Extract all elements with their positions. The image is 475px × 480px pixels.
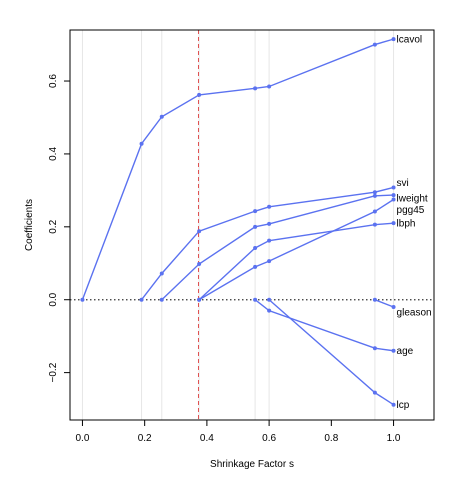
series-lweight: lweight bbox=[159, 193, 428, 302]
x-tick-label: 0.4 bbox=[200, 433, 214, 444]
data-point bbox=[391, 37, 396, 42]
series-label: lcavol bbox=[397, 35, 423, 46]
y-tick-label: 0.2 bbox=[48, 219, 59, 233]
data-point bbox=[391, 305, 396, 310]
series-label: lweight bbox=[397, 194, 428, 205]
series-label: gleason bbox=[397, 308, 432, 319]
data-point bbox=[391, 193, 396, 198]
data-point bbox=[372, 297, 377, 302]
data-point bbox=[267, 259, 272, 264]
series-label: age bbox=[397, 346, 414, 357]
data-point bbox=[253, 264, 258, 269]
series-label: lbph bbox=[397, 219, 416, 230]
series-line bbox=[161, 194, 394, 301]
x-tick-label: 1.0 bbox=[387, 433, 401, 444]
series-lcavol: lcavol bbox=[80, 35, 422, 302]
data-point bbox=[372, 193, 377, 198]
y-tick-label: 0.4 bbox=[48, 147, 59, 161]
x-axis: 0.0 0.2 0.4 0.6 0.8 1.0 bbox=[75, 420, 401, 444]
data-point bbox=[253, 297, 258, 302]
y-axis: −0.2 0.0 0.2 0.4 0.6 bbox=[48, 74, 70, 382]
data-point bbox=[197, 92, 202, 97]
data-point bbox=[372, 390, 377, 395]
data-point bbox=[391, 402, 396, 407]
data-point bbox=[253, 86, 258, 91]
data-point bbox=[372, 190, 377, 195]
data-point bbox=[391, 221, 396, 226]
plot-frame bbox=[69, 29, 435, 421]
series-line bbox=[254, 299, 394, 352]
data-point bbox=[139, 297, 144, 302]
data-point bbox=[267, 308, 272, 313]
data-point bbox=[253, 209, 258, 214]
series-lbph: lbph bbox=[197, 219, 415, 302]
series-line bbox=[198, 198, 394, 301]
x-tick-label: 0.6 bbox=[262, 433, 276, 444]
series-gleason: gleason bbox=[372, 297, 432, 319]
x-tick-label: 0.8 bbox=[324, 433, 338, 444]
data-point bbox=[391, 348, 396, 353]
y-tick-label: −0.2 bbox=[48, 362, 59, 382]
y-tick-label: 0.6 bbox=[48, 74, 59, 88]
data-point bbox=[197, 297, 202, 302]
data-point bbox=[253, 224, 258, 229]
data-point bbox=[80, 297, 85, 302]
data-point bbox=[159, 271, 164, 276]
data-point bbox=[139, 141, 144, 146]
data-point bbox=[253, 245, 258, 250]
data-point bbox=[267, 84, 272, 89]
x-tick-label: 0.2 bbox=[138, 433, 152, 444]
series-label: lcp bbox=[397, 400, 410, 411]
data-point bbox=[197, 262, 202, 266]
series-line bbox=[81, 38, 394, 300]
data-point bbox=[267, 238, 272, 243]
data-point bbox=[159, 297, 164, 302]
x-axis-title: Shrinkage Factor s bbox=[210, 459, 294, 470]
data-point bbox=[391, 185, 396, 190]
data-point bbox=[267, 221, 272, 226]
data-point bbox=[267, 297, 272, 302]
data-point bbox=[372, 209, 377, 214]
series-lcp: lcp bbox=[267, 297, 410, 411]
series-label: pgg45 bbox=[397, 205, 425, 216]
series-line bbox=[374, 299, 394, 308]
data-point bbox=[391, 197, 396, 202]
x-tick-label: 0.0 bbox=[75, 433, 89, 444]
data-point bbox=[159, 114, 164, 119]
series-label: svi bbox=[397, 178, 409, 189]
y-tick-label: 0.0 bbox=[48, 292, 59, 306]
series-age: age bbox=[253, 297, 414, 357]
data-point bbox=[372, 222, 377, 227]
data-point bbox=[267, 204, 272, 209]
data-point bbox=[197, 229, 202, 234]
y-axis-title: Coefficients bbox=[24, 199, 35, 251]
series-svi: svi bbox=[139, 178, 409, 302]
series-line bbox=[198, 222, 394, 301]
data-point bbox=[372, 346, 377, 351]
data-point bbox=[372, 42, 377, 47]
